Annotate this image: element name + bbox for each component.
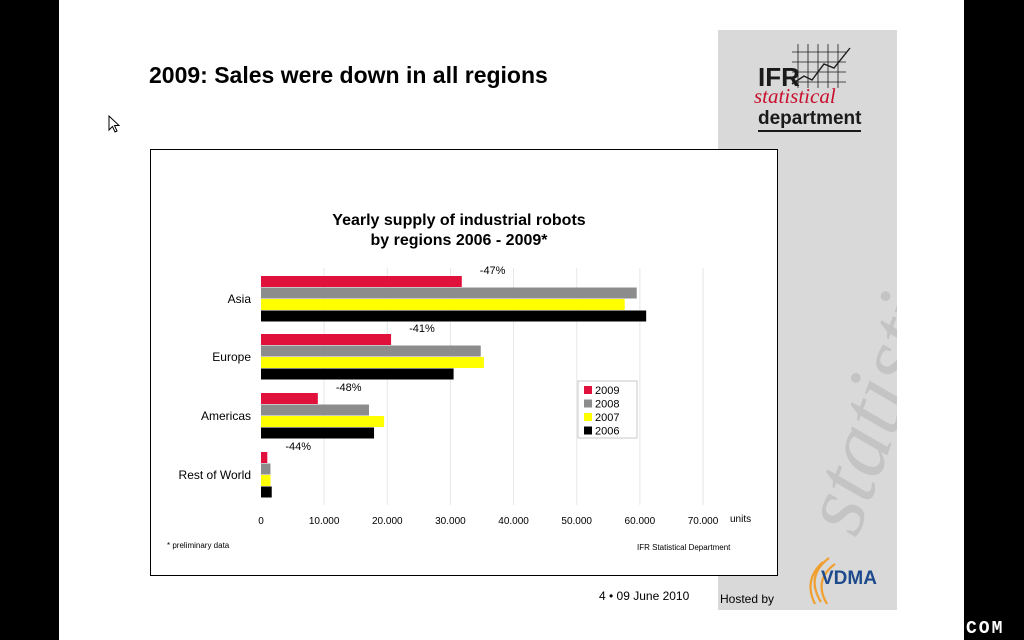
logo-grid-icon [791, 44, 851, 88]
slide-title: 2009: Sales were down in all regions [149, 62, 548, 88]
bar-2007-2 [261, 416, 385, 427]
corner-text: COM [966, 619, 1005, 639]
bar-2006-1 [261, 368, 454, 380]
legend-label: 2006 [595, 426, 619, 438]
bar-2009-0 [261, 276, 462, 287]
bar-2008-0 [261, 287, 637, 299]
legend-swatch [584, 413, 592, 421]
bar-2009-2 [261, 393, 318, 404]
x-tick-label: 70.000 [688, 516, 719, 527]
bar-chart: Asia -47% Europe -41% Americas -48% Rest of Wo… [179, 265, 752, 527]
ifr-logo: IFR statistical department [742, 40, 892, 135]
bar-2008-1 [261, 345, 481, 357]
bar-2009-3 [261, 452, 268, 463]
chart-frame: Yearly supply of industrial robots by re… [150, 149, 778, 576]
x-tick-label: 0 [258, 516, 264, 527]
legend-swatch [584, 386, 592, 394]
footnote: * preliminary data [167, 541, 230, 550]
x-unit-label: units [730, 514, 751, 525]
logo-department-text: department [758, 108, 862, 132]
bar-2006-2 [261, 427, 375, 439]
source-note: IFR Statistical Department [637, 543, 731, 552]
bar-2009-1 [261, 334, 392, 345]
bar-2008-3 [261, 463, 271, 475]
legend-swatch [584, 399, 592, 408]
change-annotation: -44% [285, 441, 311, 453]
category-label: Rest of World [179, 468, 251, 482]
vdma-swoosh-icon [809, 557, 836, 605]
change-annotation: -47% [480, 265, 506, 277]
x-tick-label: 40.000 [498, 516, 529, 527]
change-annotation: -48% [336, 382, 362, 394]
legend-swatch [584, 426, 592, 435]
vdma-text: VDMA [821, 568, 877, 589]
bar-2006-0 [261, 310, 647, 322]
bar-2007-0 [261, 299, 625, 310]
category-label: Americas [201, 409, 251, 423]
bar-2007-3 [261, 475, 271, 486]
bar-2007-1 [261, 357, 484, 368]
page-footer: 4 • 09 June 2010 [599, 589, 690, 603]
logo-ifr-text: IFR [758, 62, 800, 92]
change-annotation: -41% [409, 323, 435, 335]
x-tick-label: 30.000 [435, 516, 466, 527]
slide: 2009: Sales were down in all regions sta… [59, 0, 964, 640]
bar-2008-2 [261, 404, 369, 416]
watermark-text: statistical [779, 174, 897, 546]
x-tick-label: 20.000 [372, 516, 403, 527]
hosted-by-label: Hosted by [720, 592, 775, 606]
x-tick-label: 50.000 [561, 516, 592, 527]
category-label: Asia [228, 292, 252, 306]
x-tick-label: 60.000 [625, 516, 656, 527]
chart-title-line1: Yearly supply of industrial robots [332, 212, 586, 229]
mouse-cursor-icon [108, 115, 121, 133]
legend-label: 2008 [595, 399, 619, 411]
chart-title-line2: by regions 2006 - 2009* [370, 232, 548, 249]
vdma-logo: VDMA [799, 550, 889, 610]
bar-2006-3 [261, 486, 272, 498]
legend-label: 2009 [595, 385, 619, 397]
category-label: Europe [212, 350, 251, 364]
logo-statistical-text: statistical [754, 84, 836, 108]
x-tick-label: 10.000 [309, 516, 340, 527]
legend-label: 2007 [595, 412, 619, 424]
